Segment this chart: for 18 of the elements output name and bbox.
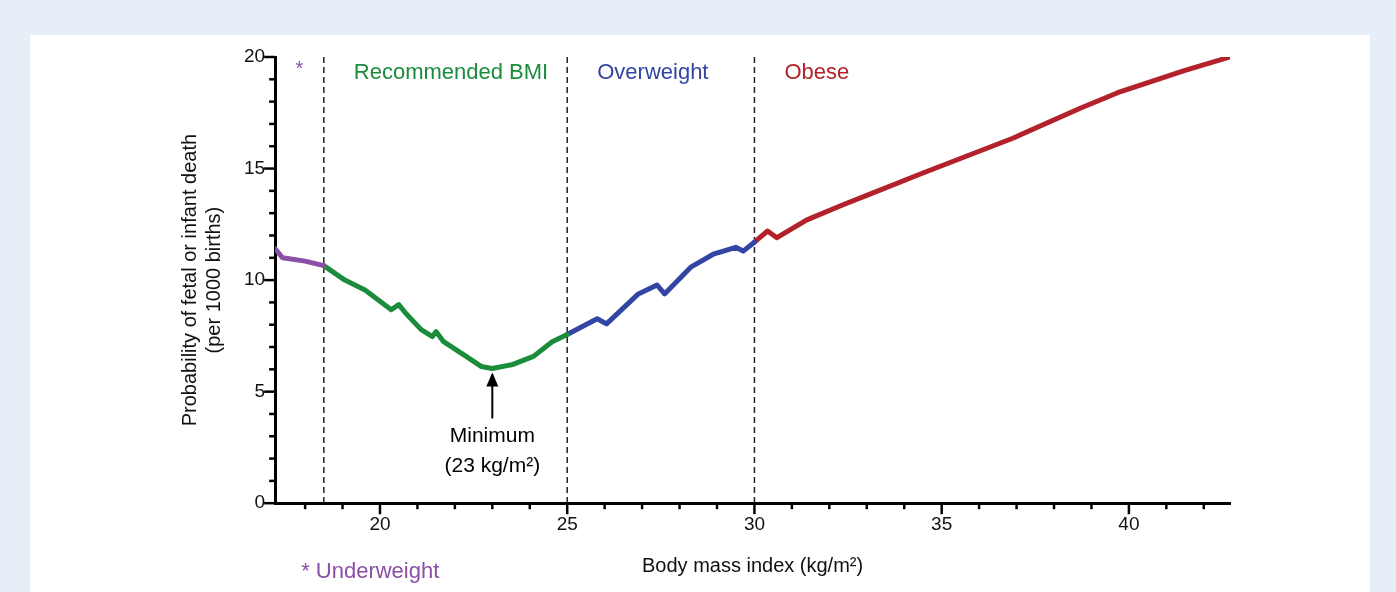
- x-tick-label: 25: [556, 512, 578, 534]
- text: Overweight: [597, 59, 709, 85]
- y-tick-label: 15: [243, 156, 266, 178]
- x-tick-label: 40: [1118, 512, 1140, 534]
- x-tick-label: 35: [931, 512, 953, 534]
- text: Obese: [784, 59, 850, 85]
- x-tick-label: 30: [743, 512, 766, 534]
- y-tick-label: 0: [254, 491, 266, 513]
- text: * Underweight: [301, 558, 440, 584]
- annotation: Minimum (23 kg/m²): [444, 423, 541, 477]
- annotation: *: [295, 56, 304, 79]
- text: Recommended BMI: [353, 59, 549, 85]
- y-tick-label: 20: [243, 45, 266, 67]
- x-tick-label: 20: [369, 512, 391, 534]
- y-axis-title: Probability of fetal or infant death (per 1000 births): [177, 133, 224, 427]
- y-tick-label: 10: [243, 268, 266, 290]
- x-axis-title: Body mass index (kg/m²): [641, 553, 864, 576]
- y-tick-label: 5: [254, 379, 266, 401]
